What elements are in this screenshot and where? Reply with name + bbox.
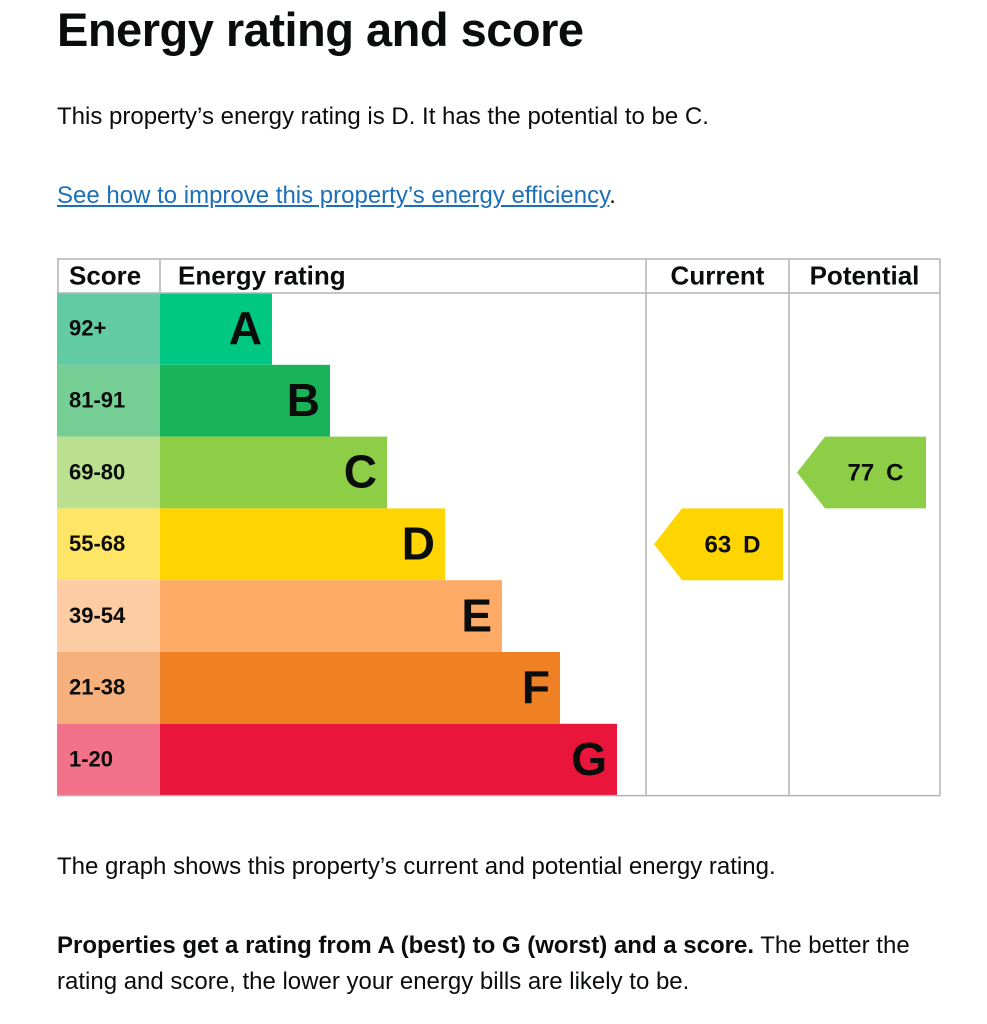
column-header: Current <box>671 260 765 290</box>
rating-letter: D <box>402 517 435 569</box>
potential-arrow <box>797 436 926 509</box>
explain-text: The better the rating and score, the low… <box>57 932 910 995</box>
current-arrow <box>654 508 783 581</box>
score-label: 92+ <box>69 316 106 341</box>
score-label: 21-38 <box>69 675 125 700</box>
score-label: 69-80 <box>69 459 125 484</box>
score-cell <box>57 293 160 365</box>
summary: The graph shows this property’s current … <box>57 853 776 880</box>
score-cell <box>57 364 160 437</box>
score-cell <box>57 508 160 581</box>
improve-line: See how to improve this property’s energ… <box>57 178 947 214</box>
current-score: 63 <box>704 532 731 559</box>
rating-bar <box>160 364 330 437</box>
rating-letter: E <box>461 589 492 641</box>
explain: Properties get a rating from A (best) to… <box>57 928 947 1000</box>
title: Energy rating and score <box>57 3 584 56</box>
punctuation: . <box>609 182 616 209</box>
score-label: 1-20 <box>69 747 113 772</box>
rating-letter: B <box>287 374 320 426</box>
score-cell <box>57 436 160 509</box>
column-header: Score <box>69 260 141 290</box>
potential-label: 77 C <box>847 460 903 487</box>
rating-letter: C <box>344 446 377 498</box>
rating-bar <box>160 652 560 724</box>
intro: This property’s energy rating is D. It h… <box>57 103 709 130</box>
rating-bar <box>160 293 272 365</box>
score-cell <box>57 652 160 724</box>
score-label: 55-68 <box>69 531 125 556</box>
rating-bar <box>160 508 445 581</box>
current-label: 63 D <box>704 532 760 559</box>
current-letter: D <box>743 532 760 559</box>
potential-letter: C <box>886 460 903 487</box>
score-cell <box>57 580 160 652</box>
column-header: Potential <box>810 260 920 290</box>
explain-bold: Properties get a rating from A (best) to… <box>57 932 754 959</box>
improve-link[interactable]: See how to improve this property’s energ… <box>57 182 610 209</box>
score-cell <box>57 723 160 796</box>
rating-bar <box>160 436 387 509</box>
score-label: 39-54 <box>69 603 126 628</box>
rating-letter: A <box>229 302 262 354</box>
potential-score: 77 <box>847 460 874 487</box>
rating-bar <box>160 580 502 652</box>
score-label: 81-91 <box>69 388 125 413</box>
rating-bar <box>160 723 617 796</box>
rating-letter: F <box>522 661 550 713</box>
energy-graph: 92+ A 81-91 B 69-80 C 55-68 D 39-54 E 21-38 F 1-20 G S… <box>57 258 941 797</box>
column-header: Energy rating <box>178 260 346 290</box>
rating-letter: G <box>571 733 607 785</box>
